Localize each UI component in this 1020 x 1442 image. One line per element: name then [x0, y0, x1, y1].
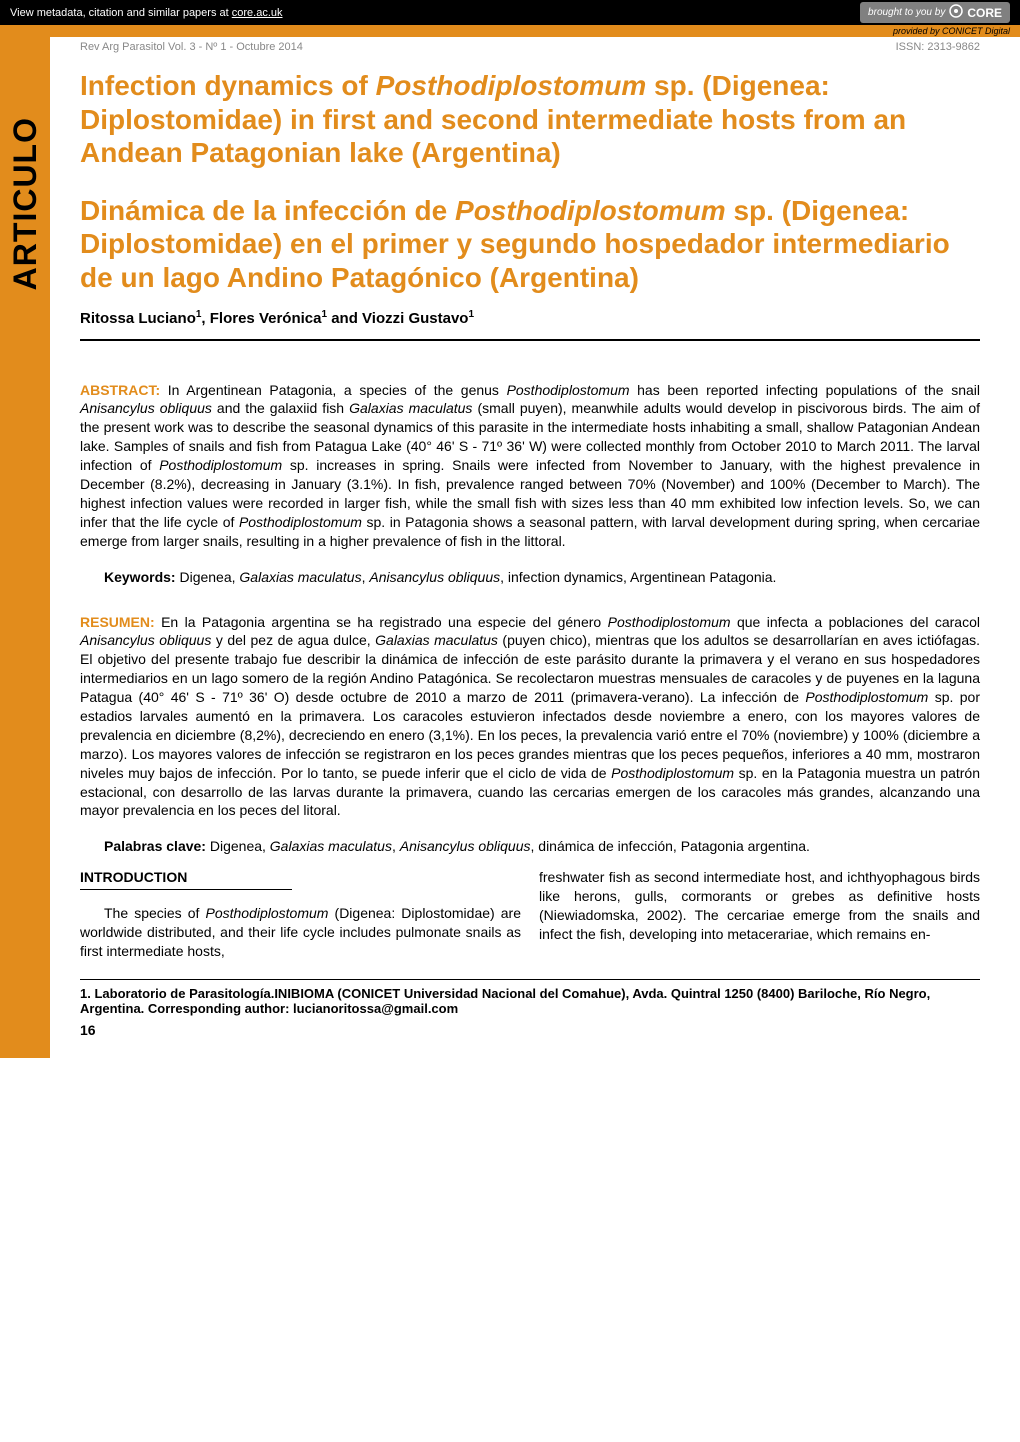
page-number: 16 — [80, 1022, 980, 1038]
intro-text-right: freshwater fish as second intermediate h… — [539, 868, 980, 944]
abstract-block: ABSTRACT: In Argentinean Patagonia, a sp… — [80, 381, 980, 551]
metadata-link-wrap: View metadata, citation and similar pape… — [10, 7, 283, 19]
resumen-text: En la Patagonia argentina se ha registra… — [80, 614, 980, 819]
journal-header: Rev Arg Parasitol Vol. 3 - Nº 1 - Octubr… — [80, 37, 980, 57]
article-title-es: Dinámica de la infección de Posthodiplos… — [80, 194, 980, 295]
intro-column-right: freshwater fish as second intermediate h… — [539, 868, 980, 961]
metadata-text: View metadata, citation and similar pape… — [10, 7, 232, 19]
provided-by-banner: provided by CONICET Digital — [0, 25, 1020, 37]
affiliation-footer: 1. Laboratorio de Parasitología.INIBIOMA… — [80, 979, 980, 1016]
main-content: Rev Arg Parasitol Vol. 3 - Nº 1 - Octubr… — [50, 37, 1020, 1058]
intro-column-left: INTRODUCTION The species of Posthodiplos… — [80, 868, 521, 961]
keywords-text: Digenea, Galaxias maculatus, Anisancylus… — [176, 569, 777, 585]
journal-info: Rev Arg Parasitol Vol. 3 - Nº 1 - Octubr… — [80, 41, 303, 53]
core-logo-text: CORE — [967, 6, 1002, 20]
palabras-line: Palabras clave: Digenea, Galaxias macula… — [80, 838, 980, 854]
introduction-section: INTRODUCTION The species of Posthodiplos… — [80, 868, 980, 961]
issn-info: ISSN: 2313-9862 — [896, 41, 980, 53]
intro-text-left: The species of Posthodiplostomum (Digene… — [80, 904, 521, 961]
core-top-banner: View metadata, citation and similar pape… — [0, 0, 1020, 25]
keywords-label: Keywords: — [104, 569, 176, 585]
authors-line: Ritossa Luciano1, Flores Verónica1 and V… — [80, 309, 980, 341]
abstract-label: ABSTRACT: — [80, 382, 160, 398]
resumen-block: RESUMEN: En la Patagonia argentina se ha… — [80, 613, 980, 821]
core-badge: brought to you by CORE — [860, 2, 1010, 23]
core-icon — [949, 4, 963, 21]
core-link[interactable]: core.ac.uk — [232, 7, 283, 19]
keywords-line: Keywords: Digenea, Galaxias maculatus, A… — [80, 569, 980, 585]
abstract-text: In Argentinean Patagonia, a species of t… — [80, 382, 980, 549]
intro-heading: INTRODUCTION — [80, 868, 292, 890]
palabras-text: Digenea, Galaxias maculatus, Anisancylus… — [206, 838, 810, 854]
side-tab-label: ARTICULO — [7, 117, 44, 290]
resumen-label: RESUMEN: — [80, 614, 155, 630]
palabras-label: Palabras clave: — [104, 838, 206, 854]
provided-by-text: provided by CONICET Digital — [893, 26, 1010, 36]
side-tab: ARTICULO — [0, 37, 50, 1058]
article-title-en: Infection dynamics of Posthodiplostomum … — [80, 69, 980, 170]
brought-by-text: brought to you by — [868, 7, 945, 18]
